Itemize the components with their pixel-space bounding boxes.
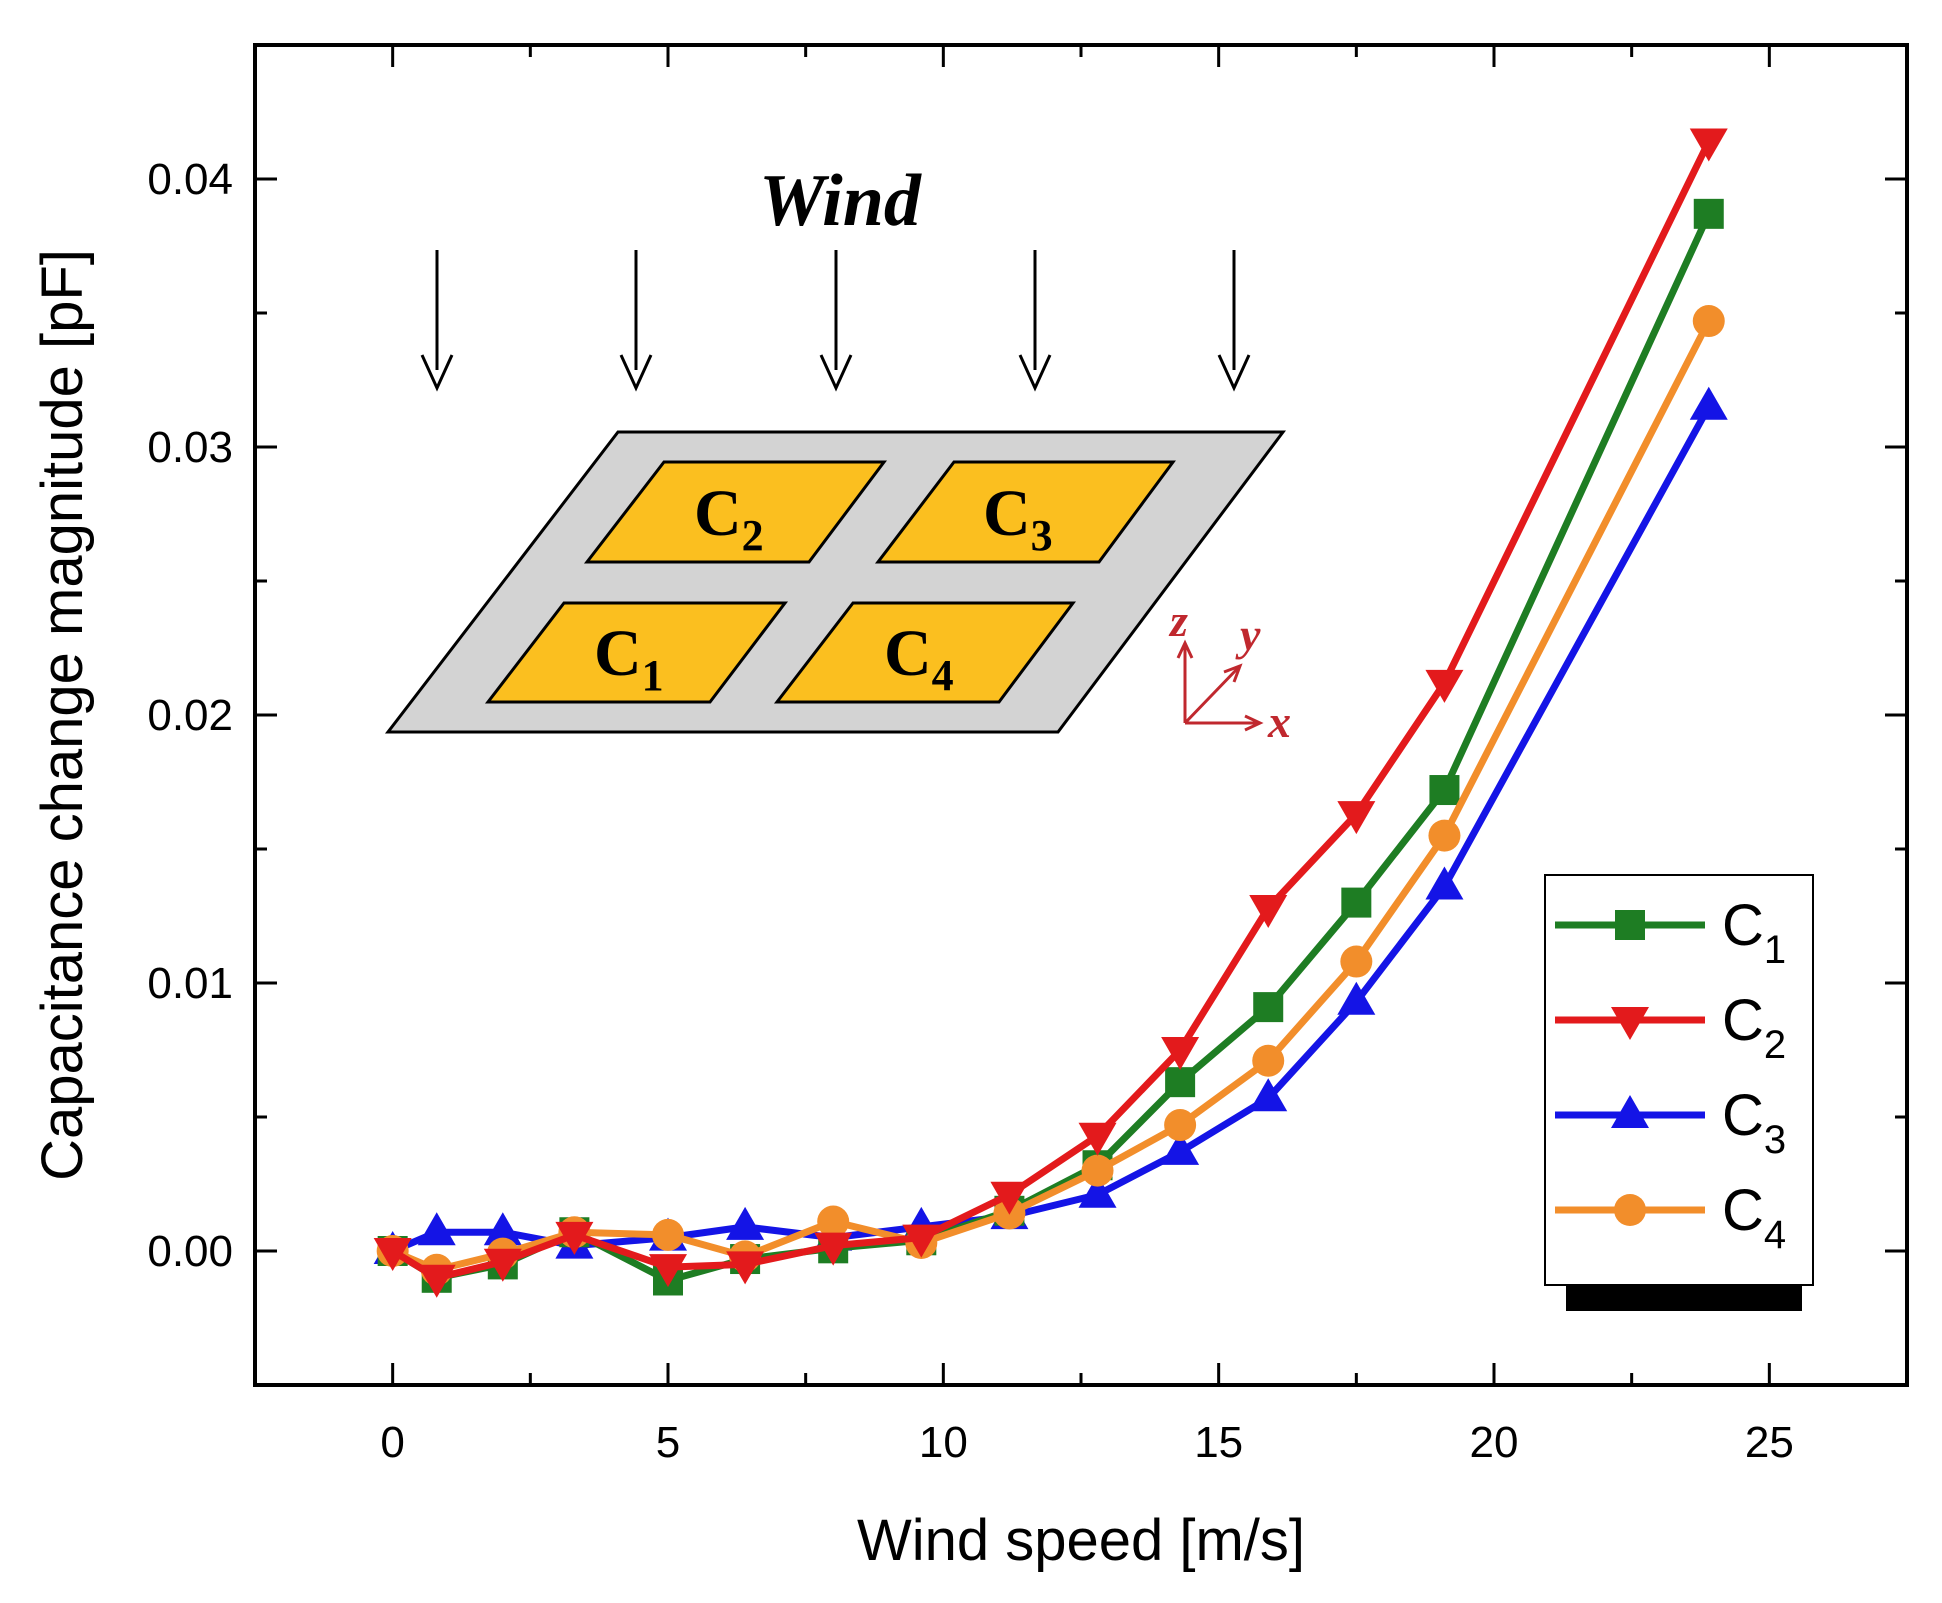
legend-item-c3: C3 <box>1555 1083 1786 1162</box>
pad-c1 <box>484 601 789 704</box>
pad-label-c2: C2 <box>694 477 764 560</box>
data-point-c3 <box>1249 1078 1288 1112</box>
legend-items: C1 C2 C3 C4 <box>1555 893 1786 1257</box>
data-point-c2 <box>1337 801 1376 835</box>
legend-label: C3 <box>1722 1083 1786 1162</box>
data-point-c3 <box>1689 386 1728 420</box>
y-tick-label: 0.04 <box>147 155 233 204</box>
data-point-c3 <box>417 1212 456 1246</box>
wind-arrow-icon <box>1018 250 1052 392</box>
data-point-c2 <box>483 1248 522 1282</box>
data-point-c2 <box>417 1264 456 1298</box>
data-point-c4 <box>1164 1109 1197 1142</box>
coordinate-axes-icon <box>1176 639 1264 732</box>
legend-marker <box>1611 1007 1649 1040</box>
data-point-c2 <box>373 1238 412 1271</box>
y-tick-label: 0.02 <box>147 691 233 740</box>
wind-arrow-icon <box>420 250 454 392</box>
legend-item-c1: C1 <box>1555 893 1786 972</box>
x-tick-label: 0 <box>380 1418 404 1467</box>
legend-marker <box>1615 910 1645 940</box>
wind-arrow-icon <box>1217 250 1251 392</box>
data-point-c1 <box>1165 1067 1196 1098</box>
pad-c2 <box>583 460 887 564</box>
data-point-c3 <box>1425 866 1464 900</box>
data-point-c4 <box>1692 305 1725 338</box>
data-point-c3 <box>1161 1131 1200 1165</box>
legend-label: C4 <box>1722 1178 1786 1257</box>
data-point-c2 <box>1425 669 1464 703</box>
legend-box <box>1544 874 1814 1286</box>
data-point-c4 <box>1081 1154 1114 1187</box>
data-point-c2 <box>902 1224 941 1258</box>
data-point-c2 <box>1078 1122 1117 1156</box>
x-tick-label: 10 <box>919 1418 968 1467</box>
wind-label: Wind <box>759 160 922 242</box>
data-point-c2 <box>1689 128 1728 162</box>
data-point-c3 <box>1078 1174 1117 1208</box>
y-tick-label: 0.03 <box>147 423 233 472</box>
data-point-c4 <box>652 1218 684 1251</box>
wind-arrows <box>420 250 1251 392</box>
legend-label: C1 <box>1722 893 1786 972</box>
wind-arrow-icon <box>619 250 653 392</box>
legend-marker <box>1611 1095 1649 1128</box>
pad-c3 <box>874 460 1176 564</box>
data-point-c2 <box>990 1181 1029 1215</box>
x-tick-label: 20 <box>1470 1418 1519 1467</box>
pad-c4 <box>773 601 1076 704</box>
data-point-c3 <box>483 1212 522 1246</box>
data-point-c2 <box>814 1232 853 1266</box>
legend-marker <box>1614 1194 1646 1226</box>
series-line-c1 <box>390 212 1712 1284</box>
legend-item-c4: C4 <box>1555 1178 1786 1257</box>
data-point-c1 <box>1341 887 1372 918</box>
x-tick-label: 5 <box>656 1418 680 1467</box>
wind-arrow-icon <box>819 250 853 392</box>
data-point-c1 <box>1693 198 1724 229</box>
y-tick-label: 0.00 <box>147 1227 233 1276</box>
plot-series <box>373 128 1728 1298</box>
axis-y-label: y <box>1235 609 1261 660</box>
x-tick-label: 25 <box>1745 1418 1794 1467</box>
legend: C1 C2 C3 C4 <box>1544 874 1814 1311</box>
y-tick-label: 0.01 <box>147 959 233 1008</box>
axis-ticks: 0 5 10 15 20 25 0.00 0.01 0.02 0.03 0.04 <box>147 43 1907 1467</box>
data-point-c2 <box>1161 1037 1200 1070</box>
series-c2 <box>373 128 1728 1298</box>
capacitor-pads <box>484 460 1176 704</box>
data-point-c2 <box>649 1254 687 1288</box>
sensor-inset: Wind C2 C3 C1 C4 z y x <box>384 160 1291 747</box>
data-point-c4 <box>817 1205 850 1238</box>
data-point-c2 <box>726 1251 765 1285</box>
data-point-c1 <box>1429 775 1460 806</box>
data-point-c4 <box>1252 1044 1285 1077</box>
data-point-c4 <box>1340 945 1373 978</box>
data-point-c4 <box>1428 819 1461 852</box>
x-tick-label: 15 <box>1194 1418 1243 1467</box>
pad-label-c4: C4 <box>884 617 954 700</box>
pad-label-c1: C1 <box>594 617 664 700</box>
data-point-c3 <box>726 1206 765 1240</box>
legend-label: C2 <box>1722 988 1786 1067</box>
axis-z-label: z <box>1168 595 1188 646</box>
data-point-c1 <box>1253 992 1284 1023</box>
data-point-c2 <box>555 1221 594 1255</box>
legend-item-c2: C2 <box>1555 988 1786 1067</box>
y-axis-title: Capacitance change magnitude [pF] <box>30 249 95 1181</box>
axis-x-label: x <box>1267 696 1291 747</box>
pad-label-c3: C3 <box>983 477 1053 560</box>
data-point-c2 <box>1249 894 1288 928</box>
x-axis-title: Wind speed [m/s] <box>857 1508 1305 1573</box>
data-point-c3 <box>1337 981 1376 1015</box>
